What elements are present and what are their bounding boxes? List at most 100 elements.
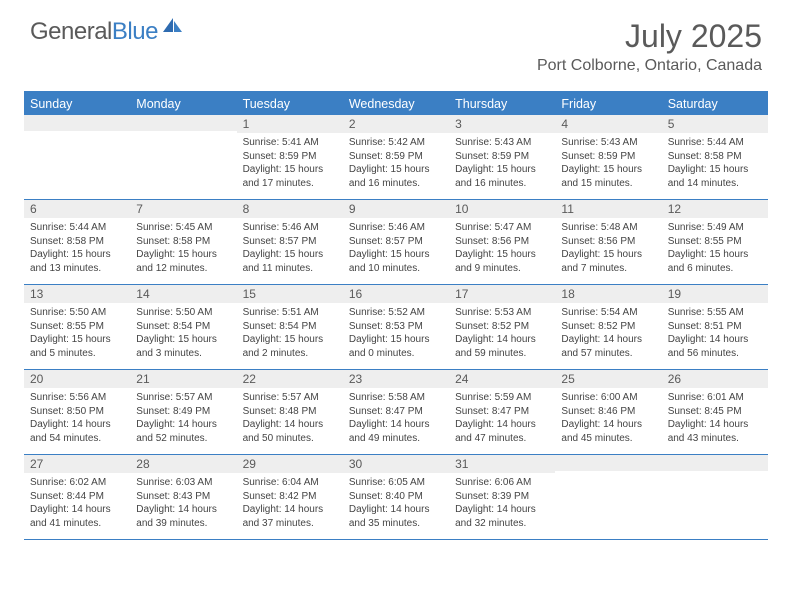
day-detail: Sunrise: 5:44 AMSunset: 8:58 PMDaylight:… (24, 218, 130, 279)
title-block: July 2025 Port Colborne, Ontario, Canada (537, 18, 762, 75)
day-detail (24, 131, 130, 138)
calendar-cell: 20Sunrise: 5:56 AMSunset: 8:50 PMDayligh… (24, 370, 130, 454)
weekday-header-row: Sunday Monday Tuesday Wednesday Thursday… (24, 93, 768, 115)
day-number: 12 (662, 200, 768, 218)
detail-line: and 5 minutes. (30, 347, 124, 361)
detail-line: Sunrise: 5:44 AM (668, 136, 762, 150)
detail-line: Sunrise: 6:00 AM (561, 391, 655, 405)
detail-line: and 50 minutes. (243, 432, 337, 446)
detail-line: Sunset: 8:55 PM (30, 320, 124, 334)
detail-line: Sunrise: 5:56 AM (30, 391, 124, 405)
detail-line: Sunrise: 5:50 AM (30, 306, 124, 320)
detail-line: Daylight: 14 hours (561, 418, 655, 432)
detail-line: and 43 minutes. (668, 432, 762, 446)
detail-line: and 35 minutes. (349, 517, 443, 531)
detail-line: Sunset: 8:57 PM (243, 235, 337, 249)
day-number: 13 (24, 285, 130, 303)
day-detail: Sunrise: 5:58 AMSunset: 8:47 PMDaylight:… (343, 388, 449, 449)
day-number: 24 (449, 370, 555, 388)
calendar-cell: 30Sunrise: 6:05 AMSunset: 8:40 PMDayligh… (343, 455, 449, 539)
detail-line: Sunrise: 5:51 AM (243, 306, 337, 320)
calendar-week-row: 1Sunrise: 5:41 AMSunset: 8:59 PMDaylight… (24, 115, 768, 200)
detail-line: Sunrise: 5:44 AM (30, 221, 124, 235)
detail-line: and 41 minutes. (30, 517, 124, 531)
day-detail: Sunrise: 5:49 AMSunset: 8:55 PMDaylight:… (662, 218, 768, 279)
calendar-cell: 15Sunrise: 5:51 AMSunset: 8:54 PMDayligh… (237, 285, 343, 369)
detail-line: and 15 minutes. (561, 177, 655, 191)
calendar-body: 1Sunrise: 5:41 AMSunset: 8:59 PMDaylight… (24, 115, 768, 540)
detail-line: Sunset: 8:59 PM (455, 150, 549, 164)
calendar-table: Sunday Monday Tuesday Wednesday Thursday… (24, 91, 768, 540)
detail-line: Sunrise: 6:01 AM (668, 391, 762, 405)
day-detail: Sunrise: 5:41 AMSunset: 8:59 PMDaylight:… (237, 133, 343, 194)
calendar-cell: 2Sunrise: 5:42 AMSunset: 8:59 PMDaylight… (343, 115, 449, 199)
calendar-cell (130, 115, 236, 199)
calendar-week-row: 6Sunrise: 5:44 AMSunset: 8:58 PMDaylight… (24, 200, 768, 285)
day-number: 16 (343, 285, 449, 303)
detail-line: Daylight: 15 hours (349, 248, 443, 262)
day-detail: Sunrise: 6:00 AMSunset: 8:46 PMDaylight:… (555, 388, 661, 449)
detail-line: and 54 minutes. (30, 432, 124, 446)
detail-line: Daylight: 14 hours (30, 418, 124, 432)
day-detail: Sunrise: 5:59 AMSunset: 8:47 PMDaylight:… (449, 388, 555, 449)
detail-line: Sunrise: 6:06 AM (455, 476, 549, 490)
detail-line: Sunrise: 5:43 AM (455, 136, 549, 150)
detail-line: Daylight: 15 hours (243, 333, 337, 347)
day-number (130, 115, 236, 131)
calendar-cell: 31Sunrise: 6:06 AMSunset: 8:39 PMDayligh… (449, 455, 555, 539)
day-number: 17 (449, 285, 555, 303)
day-detail: Sunrise: 6:01 AMSunset: 8:45 PMDaylight:… (662, 388, 768, 449)
day-number: 18 (555, 285, 661, 303)
detail-line: Daylight: 14 hours (668, 333, 762, 347)
day-detail: Sunrise: 6:05 AMSunset: 8:40 PMDaylight:… (343, 473, 449, 534)
detail-line: Daylight: 14 hours (561, 333, 655, 347)
day-number: 11 (555, 200, 661, 218)
day-detail: Sunrise: 6:06 AMSunset: 8:39 PMDaylight:… (449, 473, 555, 534)
detail-line: Sunset: 8:52 PM (455, 320, 549, 334)
detail-line: Sunrise: 5:58 AM (349, 391, 443, 405)
location-subtitle: Port Colborne, Ontario, Canada (537, 57, 762, 75)
calendar-cell: 24Sunrise: 5:59 AMSunset: 8:47 PMDayligh… (449, 370, 555, 454)
day-detail (662, 471, 768, 478)
calendar-cell: 19Sunrise: 5:55 AMSunset: 8:51 PMDayligh… (662, 285, 768, 369)
detail-line: Daylight: 15 hours (30, 248, 124, 262)
detail-line: Sunrise: 6:02 AM (30, 476, 124, 490)
detail-line: Sunset: 8:58 PM (30, 235, 124, 249)
calendar-cell: 29Sunrise: 6:04 AMSunset: 8:42 PMDayligh… (237, 455, 343, 539)
detail-line: and 17 minutes. (243, 177, 337, 191)
calendar-cell: 28Sunrise: 6:03 AMSunset: 8:43 PMDayligh… (130, 455, 236, 539)
weekday-header: Friday (555, 93, 661, 115)
detail-line: Sunset: 8:47 PM (455, 405, 549, 419)
day-detail: Sunrise: 5:43 AMSunset: 8:59 PMDaylight:… (555, 133, 661, 194)
detail-line: Sunset: 8:56 PM (455, 235, 549, 249)
detail-line: Daylight: 15 hours (30, 333, 124, 347)
day-detail: Sunrise: 5:42 AMSunset: 8:59 PMDaylight:… (343, 133, 449, 194)
detail-line: Daylight: 14 hours (136, 418, 230, 432)
calendar-week-row: 20Sunrise: 5:56 AMSunset: 8:50 PMDayligh… (24, 370, 768, 455)
detail-line: Sunset: 8:47 PM (349, 405, 443, 419)
day-number: 31 (449, 455, 555, 473)
detail-line: Daylight: 15 hours (136, 333, 230, 347)
detail-line: and 9 minutes. (455, 262, 549, 276)
detail-line: Sunset: 8:57 PM (349, 235, 443, 249)
calendar-cell: 4Sunrise: 5:43 AMSunset: 8:59 PMDaylight… (555, 115, 661, 199)
detail-line: Sunset: 8:48 PM (243, 405, 337, 419)
day-number: 23 (343, 370, 449, 388)
detail-line: Daylight: 15 hours (668, 163, 762, 177)
calendar-cell (24, 115, 130, 199)
detail-line: Daylight: 14 hours (455, 333, 549, 347)
detail-line: Sunrise: 5:57 AM (243, 391, 337, 405)
calendar-cell: 27Sunrise: 6:02 AMSunset: 8:44 PMDayligh… (24, 455, 130, 539)
day-number: 30 (343, 455, 449, 473)
day-number: 15 (237, 285, 343, 303)
detail-line: Daylight: 14 hours (136, 503, 230, 517)
detail-line: Sunrise: 5:45 AM (136, 221, 230, 235)
detail-line: Daylight: 15 hours (243, 248, 337, 262)
calendar-cell (555, 455, 661, 539)
day-number: 2 (343, 115, 449, 133)
calendar-cell: 6Sunrise: 5:44 AMSunset: 8:58 PMDaylight… (24, 200, 130, 284)
day-number: 25 (555, 370, 661, 388)
day-number (555, 455, 661, 471)
day-number: 22 (237, 370, 343, 388)
day-number: 6 (24, 200, 130, 218)
